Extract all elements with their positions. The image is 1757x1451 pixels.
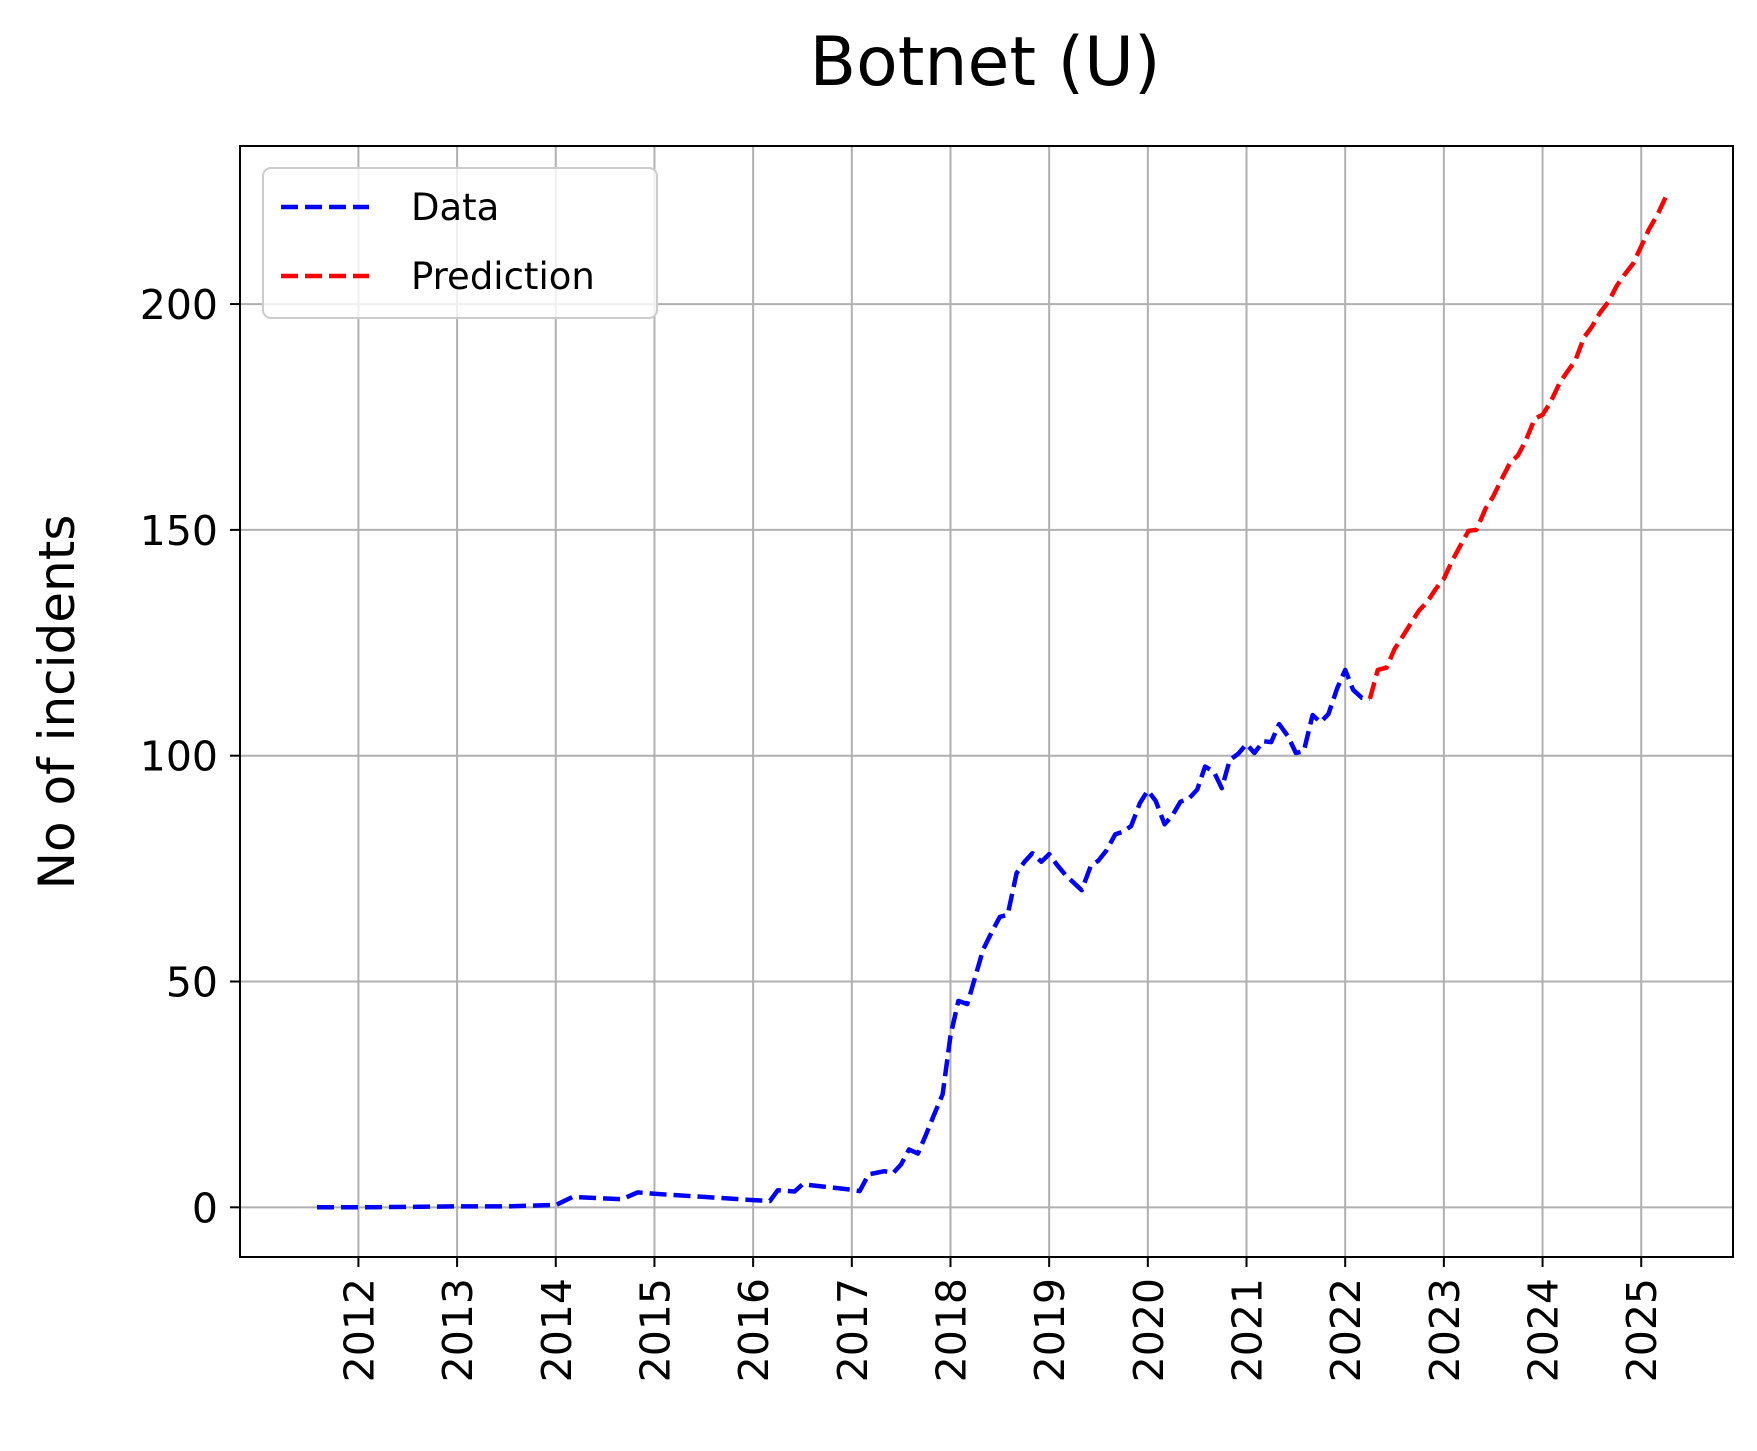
x-tick-label-2019: 2019: [1026, 1278, 1074, 1382]
x-tick-label-2016: 2016: [730, 1278, 778, 1382]
x-tick-label-2024: 2024: [1520, 1278, 1568, 1382]
x-tick-label-2023: 2023: [1421, 1278, 1469, 1382]
x-tick-label-2013: 2013: [434, 1278, 482, 1382]
x-tick-label-2020: 2020: [1125, 1278, 1173, 1382]
legend-label-prediction: Prediction: [411, 255, 595, 298]
plot-area-frame: [239, 145, 1734, 1258]
grid: [240, 146, 1733, 1257]
x-tick-label-2015: 2015: [631, 1278, 679, 1382]
y-tick-label-50: 50: [166, 959, 218, 1007]
series-line-data: [317, 667, 1371, 1210]
x-tick-label-2025: 2025: [1618, 1278, 1666, 1382]
x-tick-label-2012: 2012: [335, 1278, 383, 1382]
series-line-prediction: [1367, 195, 1668, 700]
x-tick-label-2021: 2021: [1224, 1278, 1272, 1382]
x-tick-label-2014: 2014: [533, 1278, 581, 1382]
y-tick-label-200: 200: [140, 281, 218, 329]
y-tick-label-100: 100: [140, 733, 218, 781]
y-tick-label-0: 0: [192, 1184, 218, 1232]
x-tick-label-2022: 2022: [1322, 1278, 1370, 1382]
x-tick-label-2017: 2017: [829, 1278, 877, 1382]
legend-label-data: Data: [411, 186, 499, 229]
y-tick-label-150: 150: [140, 507, 218, 555]
y-axis-label: No of incidents: [28, 515, 86, 890]
chart-title: Botnet (U): [810, 23, 1161, 102]
series-group: [317, 195, 1668, 1210]
x-tick-label-2018: 2018: [927, 1278, 975, 1382]
axis-ticks: 2012 2013 2014 2015 2016 2017 2018 2019 2020 2021…: [140, 281, 1666, 1382]
legend: Data Prediction: [262, 167, 658, 319]
